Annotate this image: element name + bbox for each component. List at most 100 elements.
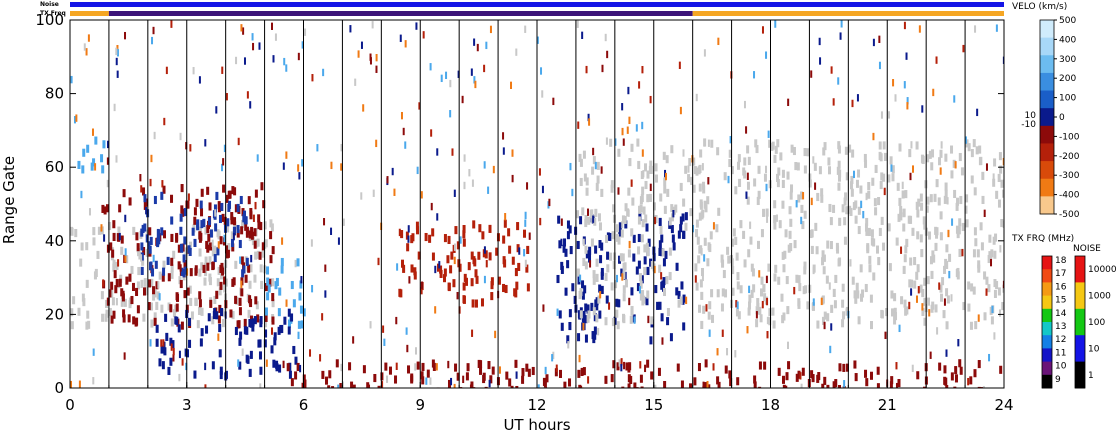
- cell: [156, 229, 160, 239]
- cell: [101, 313, 105, 322]
- sparse-cell: [463, 181, 466, 190]
- cell: [873, 198, 877, 207]
- cell: [111, 297, 115, 306]
- cell: [681, 296, 685, 305]
- sparse-cell: [102, 279, 105, 287]
- cell: [899, 205, 903, 215]
- cell: [788, 206, 792, 215]
- cell: [615, 298, 619, 307]
- cell: [622, 285, 626, 294]
- velocity-colorbar-swatch: [1040, 20, 1054, 39]
- sparse-cell: [235, 56, 238, 65]
- cell: [757, 190, 761, 199]
- cell: [288, 370, 292, 379]
- cell: [939, 149, 943, 158]
- cell: [675, 287, 679, 296]
- cell: [790, 184, 794, 193]
- sparse-cell: [910, 288, 913, 296]
- velocity-colorbar-label: 200: [1059, 74, 1076, 84]
- cell: [707, 242, 711, 251]
- cell: [827, 157, 831, 166]
- cell: [511, 256, 515, 265]
- sparse-cell: [911, 364, 914, 373]
- sparse-cell: [471, 179, 474, 187]
- cell: [582, 150, 586, 159]
- sparse-cell: [340, 143, 343, 152]
- cell: [352, 384, 356, 388]
- cell: [972, 139, 976, 148]
- cell: [919, 234, 923, 243]
- cell: [781, 179, 785, 189]
- cell: [502, 235, 506, 244]
- sparse-cell: [552, 351, 555, 360]
- sparse-cell: [471, 329, 474, 337]
- cell: [238, 361, 242, 370]
- cell: [577, 333, 581, 342]
- cell: [681, 213, 685, 222]
- cell: [247, 309, 251, 318]
- cell: [593, 326, 597, 335]
- cell: [302, 374, 306, 383]
- sparse-cell: [150, 154, 153, 163]
- cell: [794, 162, 798, 171]
- cell: [801, 220, 805, 230]
- cell: [217, 315, 221, 324]
- cell: [111, 249, 115, 258]
- txfreq-colorbar-label: 18: [1055, 256, 1067, 266]
- cell: [400, 230, 404, 239]
- sparse-cell: [498, 366, 501, 374]
- cell: [217, 266, 221, 275]
- cell: [803, 266, 807, 275]
- sparse-cell: [992, 173, 995, 181]
- sparse-cell: [221, 163, 224, 172]
- sparse-cell: [145, 207, 148, 215]
- sparse-cell: [894, 94, 897, 102]
- sparse-cell: [271, 327, 274, 335]
- cell: [147, 302, 151, 311]
- sparse-cell: [124, 248, 127, 256]
- cell: [997, 287, 1001, 296]
- cell: [763, 173, 767, 182]
- cell: [592, 307, 596, 316]
- sparse-cell: [700, 248, 703, 256]
- cell: [715, 224, 719, 233]
- cell: [838, 217, 842, 226]
- cell: [577, 369, 581, 378]
- x-tick-label: 24: [994, 396, 1013, 414]
- cell: [580, 367, 584, 376]
- cell: [822, 147, 826, 156]
- sparse-cell: [398, 228, 401, 237]
- cell: [260, 182, 264, 191]
- sparse-cell: [605, 137, 608, 145]
- cell: [204, 226, 208, 235]
- cell: [672, 206, 676, 215]
- cell: [219, 366, 223, 375]
- noise-colorbar-swatch: [1075, 335, 1085, 363]
- sparse-cell: [420, 191, 423, 199]
- cell: [406, 243, 410, 252]
- cell: [286, 363, 290, 372]
- cell: [967, 143, 971, 152]
- sparse-cell: [682, 149, 685, 157]
- cell: [204, 256, 208, 265]
- cell: [200, 328, 204, 337]
- cell: [105, 204, 109, 213]
- cell: [773, 273, 777, 282]
- cell: [153, 195, 157, 205]
- cell: [827, 166, 831, 175]
- cell: [259, 366, 263, 375]
- cell: [837, 173, 841, 182]
- cell: [264, 283, 268, 292]
- cell: [889, 156, 893, 165]
- sparse-cell: [672, 210, 675, 218]
- sparse-cell: [404, 40, 407, 48]
- cell: [694, 263, 698, 272]
- sparse-cell: [995, 24, 998, 32]
- cell: [945, 385, 949, 388]
- cell: [194, 265, 198, 274]
- sparse-cell: [746, 326, 749, 334]
- cell: [999, 165, 1003, 174]
- cell: [759, 288, 763, 297]
- cell: [627, 187, 631, 196]
- cell: [810, 245, 814, 254]
